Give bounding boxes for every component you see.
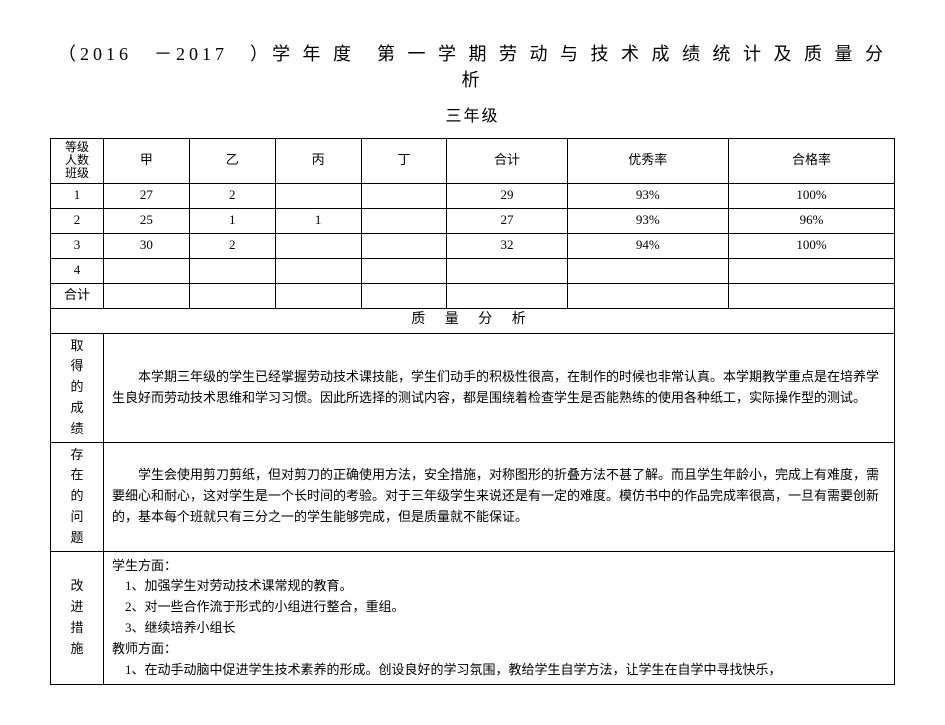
row-label: 3 [51,233,104,258]
improve-line: 教师方面： [112,639,886,660]
improve-line: 1、加强学生对劳动技术课常规的教育。 [112,576,886,597]
cell [361,283,447,308]
cell [361,258,447,283]
section-content-improvements: 学生方面： 1、加强学生对劳动技术课常规的教育。 2、对一些合作流于形式的小组进… [104,551,895,685]
analysis-section-row: 存 在 的 问 题 学生会使用剪刀剪纸，但对剪刀的正确使用方法，安全措施，对称图… [51,442,895,551]
cell: 100% [729,233,895,258]
cell [729,283,895,308]
cell: 27 [104,183,190,208]
col-header: 优秀率 [567,139,729,184]
col-header: 甲 [104,139,190,184]
col-header: 丙 [275,139,361,184]
cell [104,258,190,283]
cell [275,233,361,258]
cell [361,233,447,258]
improve-line: 1、在动手动脑中促进学生技术素养的形成。创设良好的学习氛围，教给学生自学方法，让… [112,660,886,681]
cell: 29 [447,183,567,208]
analysis-header-row: 质 量 分 析 [51,308,895,333]
improve-line: 2、对一些合作流于形式的小组进行整合，重组。 [112,597,886,618]
analysis-header: 质 量 分 析 [51,308,895,333]
cell: 93% [567,208,729,233]
section-label-problems: 存 在 的 问 题 [51,442,104,551]
grades-table: 等级 人数 班级 甲 乙 丙 丁 合计 优秀率 合格率 1 27 2 29 93… [50,138,895,685]
section-label-achievements: 取 得 的 成 绩 [51,333,104,442]
row-label: 4 [51,258,104,283]
cell [729,258,895,283]
cell [361,208,447,233]
row-label: 2 [51,208,104,233]
col-header: 合格率 [729,139,895,184]
page-title: （2016 －2017 ）学 年 度 第 一 学 期 劳 动 与 技 术 成 绩… [50,40,895,92]
cell [361,183,447,208]
cell: 1 [275,208,361,233]
corner-header: 等级 人数 班级 [51,139,104,184]
cell [104,283,190,308]
col-header: 丁 [361,139,447,184]
table-row: 3 30 2 32 94% 100% [51,233,895,258]
table-row: 4 [51,258,895,283]
cell [567,258,729,283]
cell: 93% [567,183,729,208]
table-row: 合计 [51,283,895,308]
cell: 96% [729,208,895,233]
cell: 30 [104,233,190,258]
improve-line: 3、继续培养小组长 [112,618,886,639]
analysis-section-row: 取 得 的 成 绩 本学期三年级的学生已经掌握劳动技术课技能，学生们动手的积极性… [51,333,895,442]
col-header: 乙 [189,139,275,184]
cell [189,283,275,308]
cell [447,283,567,308]
cell: 32 [447,233,567,258]
table-row: 1 27 2 29 93% 100% [51,183,895,208]
cell: 2 [189,233,275,258]
table-header-row: 等级 人数 班级 甲 乙 丙 丁 合计 优秀率 合格率 [51,139,895,184]
cell [275,258,361,283]
cell [447,258,567,283]
cell [567,283,729,308]
section-content-problems: 学生会使用剪刀剪纸，但对剪刀的正确使用方法，安全措施，对称图形的折叠方法不甚了解… [104,442,895,551]
cell: 25 [104,208,190,233]
corner-bottom: 班级 [53,167,101,180]
col-header: 合计 [447,139,567,184]
cell: 2 [189,183,275,208]
cell [189,258,275,283]
improve-line: 学生方面： [112,556,886,577]
cell: 100% [729,183,895,208]
cell [275,183,361,208]
table-row: 2 25 1 1 27 93% 96% [51,208,895,233]
cell: 27 [447,208,567,233]
cell: 1 [189,208,275,233]
page-subtitle: 三年级 [50,102,895,126]
row-label: 合计 [51,283,104,308]
cell: 94% [567,233,729,258]
cell [275,283,361,308]
row-label: 1 [51,183,104,208]
section-content-achievements: 本学期三年级的学生已经掌握劳动技术课技能，学生们动手的积极性很高，在制作的时候也… [104,333,895,442]
analysis-section-row: 改 进 措 施 学生方面： 1、加强学生对劳动技术课常规的教育。 2、对一些合作… [51,551,895,685]
section-label-improvements: 改 进 措 施 [51,551,104,685]
